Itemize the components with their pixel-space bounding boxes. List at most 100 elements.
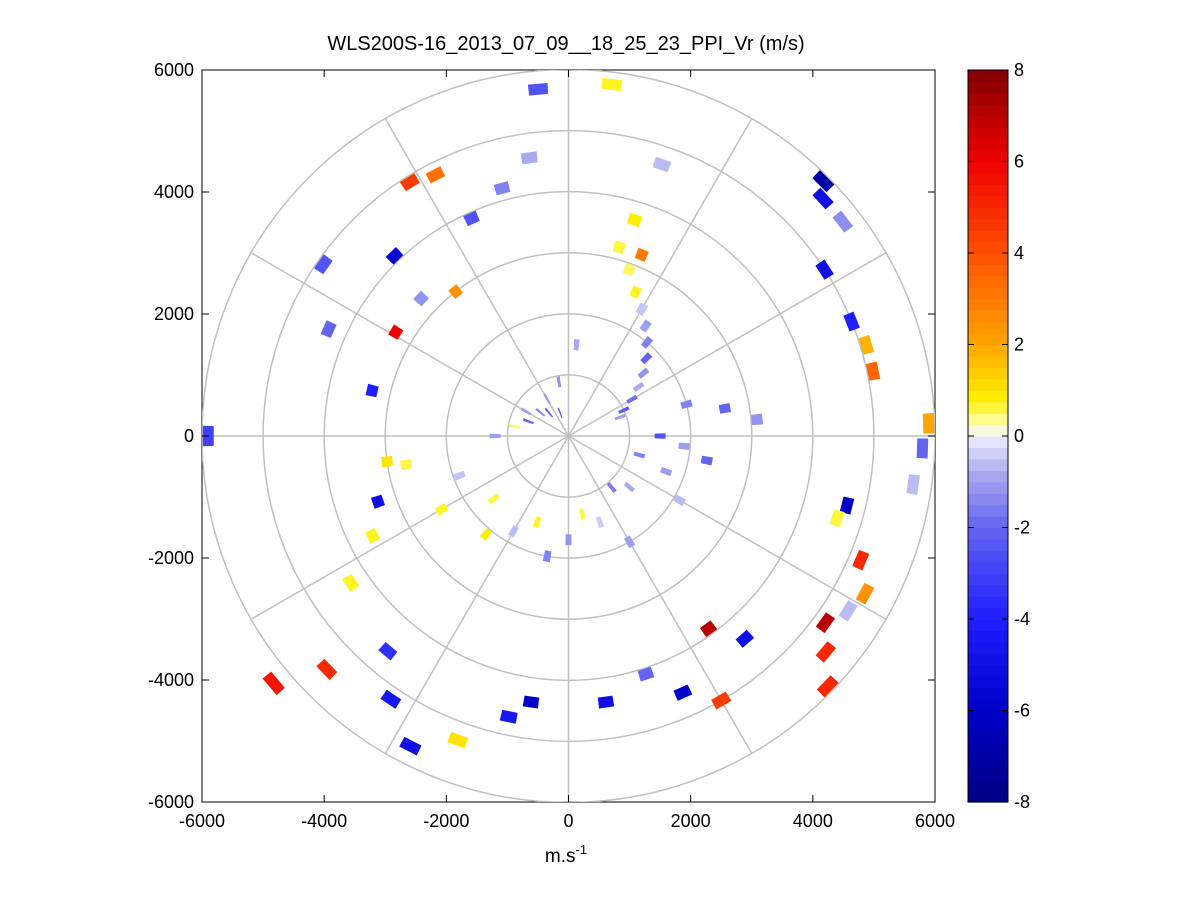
azimuth-spoke xyxy=(568,435,887,620)
azimuth-spoke xyxy=(384,435,570,754)
velocity-cell xyxy=(852,549,870,571)
velocity-cell xyxy=(652,156,672,173)
colorbar-band xyxy=(968,207,1008,220)
colorbar-tick-label: -2 xyxy=(1014,518,1030,538)
velocity-cell xyxy=(453,470,466,481)
y-tick-label: 6000 xyxy=(154,60,194,80)
velocity-cell xyxy=(463,210,480,227)
colorbar-band xyxy=(968,104,1008,117)
colorbar-band xyxy=(968,721,1008,734)
velocity-cell xyxy=(314,254,333,275)
x-tick-label: -4000 xyxy=(301,811,347,831)
colorbar-ticks: 8 6 4 2 0 -2 -4 -6 -8 xyxy=(968,60,1030,812)
colorbar-band xyxy=(968,138,1008,151)
colorbar: 8 6 4 2 0 -2 -4 -6 -8 xyxy=(967,60,1030,812)
colorbar-band xyxy=(968,699,1008,712)
velocity-cell xyxy=(399,459,413,471)
colorbar-band xyxy=(968,264,1008,277)
colorbar-band xyxy=(968,470,1008,483)
velocity-cell xyxy=(508,524,519,538)
y-tick-label: -4000 xyxy=(148,670,194,690)
velocity-cell xyxy=(618,406,630,414)
velocity-cell xyxy=(815,259,834,280)
velocity-cell xyxy=(855,582,875,605)
chart-title: WLS200S-16_2013_07_09__18_25_23_PPI_Vr (… xyxy=(327,33,804,55)
colorbar-band xyxy=(968,344,1008,357)
velocity-cell xyxy=(520,407,532,416)
velocity-cell xyxy=(622,262,636,277)
x-tick-label: 2000 xyxy=(671,811,711,831)
velocity-cell xyxy=(916,438,929,459)
colorbar-band xyxy=(968,493,1008,506)
velocity-cell xyxy=(626,394,638,404)
velocity-cell xyxy=(629,285,643,299)
colorbar-band xyxy=(968,710,1008,723)
x-tick-label: 6000 xyxy=(915,811,955,831)
velocity-cell xyxy=(487,493,500,505)
colorbar-band xyxy=(968,401,1008,414)
x-axis-label: m.s-1 xyxy=(545,842,587,867)
y-tick-label: -6000 xyxy=(148,792,194,812)
colorbar-band xyxy=(968,287,1008,300)
colorbar-band xyxy=(968,161,1008,174)
velocity-cell xyxy=(700,455,713,466)
colorbar-band xyxy=(968,504,1008,517)
azimuth-spoke xyxy=(250,252,569,437)
velocity-cell xyxy=(565,534,572,546)
colorbar-band xyxy=(968,321,1008,334)
velocity-cell xyxy=(365,383,379,398)
velocity-cell xyxy=(316,658,338,680)
colorbar-band xyxy=(968,92,1008,105)
velocity-cell xyxy=(520,151,538,165)
colorbar-band xyxy=(968,184,1008,197)
colorbar-band xyxy=(968,584,1008,597)
colorbar-band xyxy=(968,333,1008,346)
velocity-cell xyxy=(399,173,420,192)
velocity-cell xyxy=(623,481,636,493)
velocity-cell xyxy=(633,451,646,459)
colorbar-band xyxy=(968,676,1008,689)
colorbar-tick-label: 0 xyxy=(1014,426,1024,446)
velocity-cell xyxy=(838,600,858,622)
velocity-cell xyxy=(527,82,549,96)
velocity-cell xyxy=(640,335,654,349)
velocity-cell xyxy=(388,324,404,340)
colorbar-band xyxy=(968,767,1008,780)
colorbar-tick-label: 2 xyxy=(1014,335,1024,355)
velocity-cell xyxy=(556,376,562,388)
colorbar-tick-label: -8 xyxy=(1014,792,1030,812)
velocity-cell xyxy=(532,516,542,529)
colorbar-bands xyxy=(968,70,1008,803)
colorbar-band xyxy=(968,619,1008,632)
colorbar-band xyxy=(968,733,1008,746)
colorbar-band xyxy=(968,687,1008,700)
colorbar-band xyxy=(968,150,1008,163)
velocity-cell xyxy=(858,334,875,355)
velocity-cell xyxy=(262,671,285,696)
velocity-cell xyxy=(654,433,666,439)
velocity-cell xyxy=(614,413,626,421)
colorbar-band xyxy=(968,378,1008,391)
colorbar-band xyxy=(968,607,1008,620)
colorbar-band xyxy=(968,790,1008,803)
velocity-cell xyxy=(843,311,860,332)
velocity-cell xyxy=(832,210,854,233)
y-tick-label: 0 xyxy=(184,426,194,446)
velocity-cell xyxy=(922,413,935,434)
colorbar-band xyxy=(968,70,1008,83)
colorbar-band xyxy=(968,127,1008,140)
velocity-cell xyxy=(606,482,617,493)
velocity-cell xyxy=(378,642,398,661)
colorbar-band xyxy=(968,573,1008,586)
x-axis-label-base: m.s xyxy=(545,846,576,867)
colorbar-band xyxy=(968,436,1008,449)
velocity-cell xyxy=(673,494,687,507)
velocity-cells xyxy=(202,77,935,756)
axis-ticks: -6000 -4000 -2000 0 2000 4000 6000 -6000 -4000 -2… xyxy=(148,60,955,831)
velocity-cell xyxy=(542,550,552,563)
velocity-cell xyxy=(543,393,551,405)
velocity-cell xyxy=(865,361,881,381)
colorbar-tick-label: -6 xyxy=(1014,701,1030,721)
colorbar-band xyxy=(968,641,1008,654)
colorbar-band xyxy=(968,653,1008,666)
